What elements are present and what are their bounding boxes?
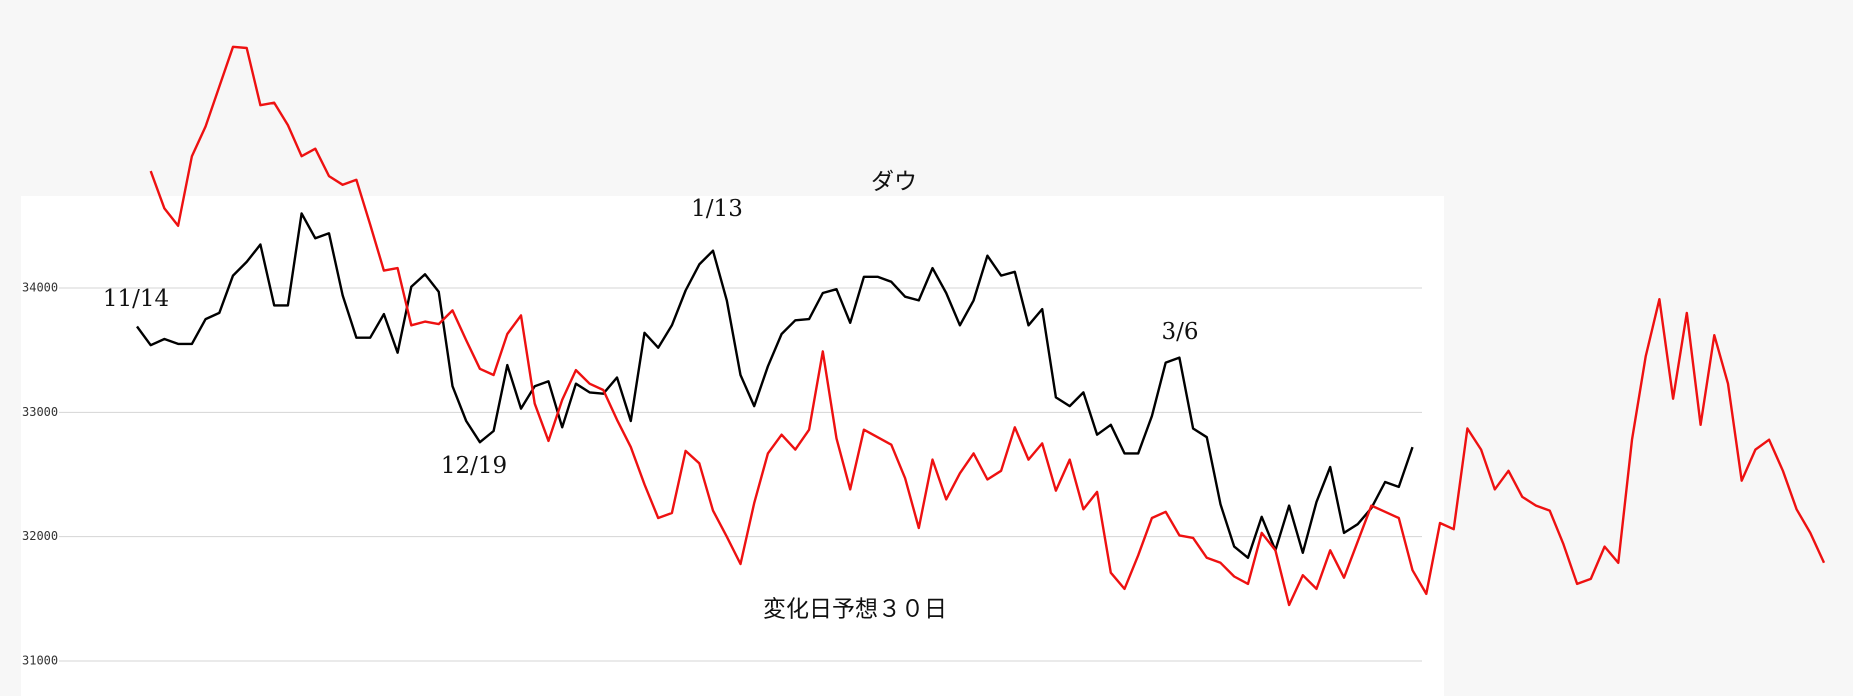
annotation: 1/13 [691, 196, 743, 222]
y-tick-label: 33000 [22, 405, 58, 419]
chart-title: ダウ [871, 169, 917, 195]
annotation: 12/19 [441, 453, 507, 479]
annotation: 11/14 [103, 286, 169, 312]
line-series [136, 212, 1414, 559]
y-tick-label: 32000 [22, 529, 58, 543]
annotation: 3/6 [1161, 319, 1198, 345]
line-series [149, 45, 1826, 607]
y-tick-label: 31000 [22, 654, 58, 668]
chart-subtitle: 変化日予想３０日 [763, 597, 947, 623]
y-tick-label: 34000 [22, 281, 58, 295]
plot-panel [21, 196, 1444, 696]
